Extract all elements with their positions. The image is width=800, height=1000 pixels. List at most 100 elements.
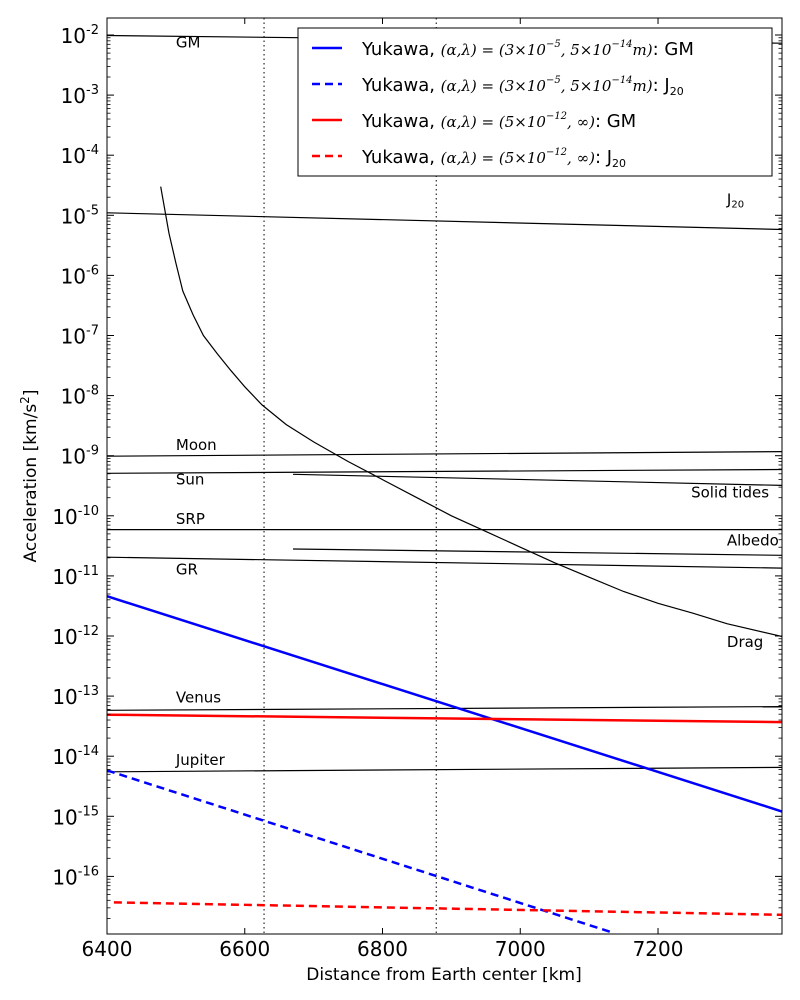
legend-entry-3: Yukawa, (α,λ) = (5×10−12, ∞): J20: [361, 147, 626, 170]
y-tick-exp: -7: [86, 324, 99, 339]
x-axis-label: Distance from Earth center [km]: [306, 965, 581, 985]
y-axis-label-suffix: ]: [21, 390, 41, 397]
legend-box: [297, 27, 773, 177]
legend-prefix: Yukawa,: [361, 111, 441, 132]
y-tick-label: 10-6: [61, 263, 99, 288]
legend-exp1: −5: [546, 75, 561, 86]
series-line-yukawa-j20-3e-5-5e-14-m: [107, 769, 611, 933]
series-label-j20: J20: [726, 191, 744, 211]
legend-mid: , 5×10: [561, 41, 612, 59]
legend-unit: m): [633, 77, 653, 95]
y-tick-exp: -14: [78, 744, 99, 759]
y-tick-label: 10-15: [52, 804, 99, 829]
legend-suffix-sub: 20: [670, 85, 684, 98]
y-tick-exp: -12: [78, 624, 99, 639]
series-line-solid-tides: [292, 473, 782, 486]
y-tick-exp: -6: [86, 263, 99, 278]
plot-frame: [106, 17, 783, 935]
series-label-drag: Drag: [727, 633, 763, 651]
legend-unit: m): [633, 41, 653, 59]
legend-suffix: : J: [653, 75, 670, 96]
y-tick-label: 10-2: [61, 23, 99, 48]
y-tick-label: 10-8: [61, 384, 99, 409]
legend-exp1: −5: [546, 39, 561, 50]
series-label-srp: SRP: [176, 510, 205, 528]
series-label-jupiter: Jupiter: [175, 751, 226, 769]
series-line-j20: [107, 212, 782, 231]
series-line-yukawa-j20-5e-12-inf: [113, 901, 782, 917]
y-tick-base: 10: [61, 24, 86, 48]
series-label-sun: Sun: [176, 471, 205, 489]
y-tick-base: 10: [61, 204, 86, 228]
legend-suffix: : GM: [595, 111, 636, 132]
y-tick-label: 10-12: [52, 624, 99, 649]
series-line-moon: [107, 451, 782, 457]
legend-mid: , ∞): [567, 149, 595, 167]
series-group: [107, 34, 782, 933]
y-tick-base: 10: [52, 505, 77, 529]
y-tick-exp: -3: [86, 83, 99, 98]
legend-exp2: −14: [611, 39, 632, 50]
y-tick-label: 10-9: [61, 444, 99, 469]
y-tick-base: 10: [52, 805, 77, 829]
y-tick-exp: -15: [78, 804, 99, 819]
series-line-yukawa-gm-3e-5-5e-14-m: [107, 595, 782, 813]
y-tick-base: 10: [52, 745, 77, 769]
y-tick-base: 10: [61, 144, 86, 168]
y-tick-base: 10: [61, 264, 86, 288]
y-tick-label: 10-5: [61, 203, 99, 228]
legend-params: (α,λ) = (5×10: [441, 149, 547, 167]
legend-prefix: Yukawa,: [361, 75, 441, 96]
y-tick-base: 10: [52, 685, 77, 709]
legend-params: (α,λ) = (5×10: [441, 113, 547, 131]
y-axis-label-sup: 2: [18, 396, 32, 404]
y-axis-ticks: 10-210-310-410-510-610-710-810-910-1010-…: [52, 23, 782, 919]
y-tick-exp: -8: [86, 384, 99, 399]
series-label-main: J: [726, 191, 731, 209]
y-tick-base: 10: [52, 625, 77, 649]
legend-params: (α,λ) = (3×10: [441, 41, 547, 59]
legend-exp1: −12: [546, 147, 567, 158]
y-tick-base: 10: [52, 565, 77, 589]
series-label-moon: Moon: [176, 436, 217, 454]
y-axis-label: Acceleration [km/s2]: [18, 390, 41, 563]
series-label-solid-tides: Solid tides: [691, 484, 769, 502]
y-axis-label-main: Acceleration [km/s: [21, 404, 41, 563]
legend-suffix-sub: 20: [612, 157, 626, 170]
legend-suffix: : GM: [653, 39, 694, 60]
x-axis-ticks: 6400 6600 6800 7000 7200: [82, 18, 684, 961]
series-line-albedo: [292, 548, 782, 556]
series-label-gr: GR: [176, 561, 198, 579]
y-tick-base: 10: [52, 865, 77, 889]
legend-exp2: −14: [611, 75, 632, 86]
x-tick-label: 7000: [495, 937, 546, 961]
y-tick-label: 10-11: [52, 564, 99, 589]
legend: Yukawa, (α,λ) = (3×10−5, 5×10−14m): GMYu…: [297, 27, 773, 177]
legend-entry-2: Yukawa, (α,λ) = (5×10−12, ∞): GM: [361, 111, 636, 132]
series-line-yukawa-gm-5e-12-inf: [107, 713, 782, 724]
y-tick-exp: -13: [78, 684, 99, 699]
y-tick-label: 10-4: [61, 143, 99, 168]
legend-mid: , 5×10: [561, 77, 612, 95]
y-tick-label: 10-10: [52, 504, 99, 529]
series-label-sub: 20: [731, 200, 744, 211]
legend-entry-0: Yukawa, (α,λ) = (3×10−5, 5×10−14m): GM: [361, 39, 694, 60]
series-label-albedo: Albedo: [727, 532, 779, 550]
y-tick-label: 10-14: [52, 744, 99, 769]
legend-prefix: Yukawa,: [361, 147, 441, 168]
legend-suffix: : J: [595, 147, 612, 168]
y-tick-label: 10-13: [52, 684, 99, 709]
x-tick-label: 6400: [82, 937, 133, 961]
y-tick-exp: -2: [86, 23, 99, 38]
series-line-gr: [107, 556, 782, 569]
series-line-sun: [107, 468, 782, 474]
series-line-drag: [160, 186, 782, 638]
y-tick-exp: -11: [78, 564, 99, 579]
y-tick-base: 10: [61, 445, 86, 469]
y-tick-exp: -10: [78, 504, 99, 519]
x-tick-label: 7200: [633, 937, 684, 961]
y-tick-exp: -5: [86, 203, 99, 218]
series-label-venus: Venus: [176, 689, 221, 707]
